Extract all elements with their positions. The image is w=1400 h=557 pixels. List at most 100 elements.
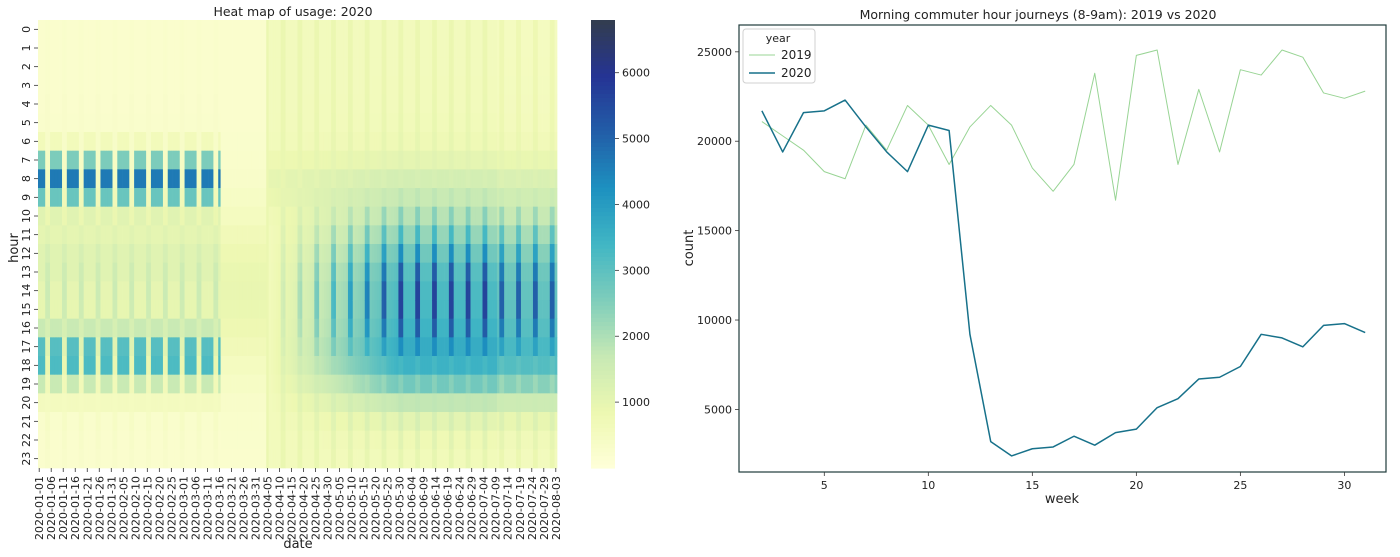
heatmap-cell xyxy=(144,207,147,226)
heatmap-cell xyxy=(125,132,128,151)
heatmap-cell xyxy=(334,393,337,412)
heatmap-cell xyxy=(314,95,317,114)
heatmap-cell xyxy=(495,225,498,244)
heatmap-cell xyxy=(434,263,437,282)
heatmap-cell xyxy=(406,449,409,468)
heatmap-cell xyxy=(144,393,147,412)
heatmap-cell xyxy=(67,356,70,375)
heatmap-cell xyxy=(408,188,411,207)
heatmap-cell xyxy=(507,393,510,412)
heatmap-cell xyxy=(103,263,106,282)
heatmap-cell xyxy=(370,281,373,300)
heatmap-cell xyxy=(105,319,108,338)
heatmap-cell xyxy=(158,263,161,282)
heatmap-cell xyxy=(112,169,115,188)
heatmap-cell xyxy=(408,337,411,356)
heatmap-cell xyxy=(257,76,260,95)
heatmap-cell xyxy=(76,225,79,244)
heatmap-cell xyxy=(483,76,486,95)
heatmap-cell xyxy=(521,39,524,58)
heatmap-cell xyxy=(466,263,469,282)
heatmap-cell xyxy=(430,207,433,226)
heatmap-cell xyxy=(281,188,284,207)
heatmap-cell xyxy=(396,319,399,338)
heatmap-cell xyxy=(326,151,329,170)
heatmap-cell xyxy=(189,449,192,468)
heatmap-cell xyxy=(273,20,276,39)
heatmap-cell xyxy=(206,225,209,244)
heatmap-cell xyxy=(329,169,332,188)
heatmap-cell xyxy=(120,431,123,450)
heatmap-cell xyxy=(50,393,53,412)
heatmap-cell xyxy=(216,337,219,356)
heatmap-cell xyxy=(110,132,113,151)
heatmap-cell xyxy=(108,375,111,394)
heatmap-cell xyxy=(76,337,79,356)
heatmap-cell xyxy=(408,151,411,170)
heatmap-cell xyxy=(331,151,334,170)
heatmap-cell xyxy=(163,151,166,170)
heatmap-cell xyxy=(127,337,130,356)
heatmap-cell xyxy=(117,20,120,39)
heatmap-cell xyxy=(218,39,221,58)
heatmap-cell xyxy=(269,244,272,263)
heatmap-cell xyxy=(230,337,233,356)
heatmap-cell xyxy=(350,20,353,39)
heatmap-cell xyxy=(55,95,58,114)
heatmap-cell xyxy=(422,57,425,76)
heatmap-cell xyxy=(149,412,152,431)
heatmap-cell xyxy=(485,39,488,58)
heatmap-cell xyxy=(492,95,495,114)
heatmap-cell xyxy=(165,188,168,207)
heatmap-cell xyxy=(329,281,332,300)
heatmap-cell xyxy=(490,393,493,412)
heatmap-cell xyxy=(295,132,298,151)
heatmap-cell xyxy=(276,225,279,244)
heatmap-cell xyxy=(499,431,502,450)
heatmap-cell xyxy=(473,319,476,338)
heatmap-cell xyxy=(322,319,325,338)
heatmap-cell xyxy=(519,412,522,431)
heatmap-cell xyxy=(237,169,240,188)
heatmap-cell xyxy=(93,356,96,375)
heatmap-cell xyxy=(151,39,154,58)
heatmap-cell xyxy=(406,244,409,263)
heatmap-cell xyxy=(134,76,137,95)
heatmap-cell xyxy=(458,20,461,39)
heatmap-cell xyxy=(261,225,264,244)
heatmap-cell xyxy=(526,393,529,412)
heatmap-cell xyxy=(319,263,322,282)
heatmap-cell xyxy=(281,281,284,300)
heatmap-cell xyxy=(490,113,493,132)
heatmap-cell xyxy=(112,188,115,207)
heatmap-cell xyxy=(360,356,363,375)
heatmap-cell xyxy=(365,449,368,468)
heatmap-cell xyxy=(370,319,373,338)
heatmap-cell xyxy=(302,95,305,114)
heatmap-cell xyxy=(379,169,382,188)
heatmap-cell xyxy=(386,188,389,207)
heatmap-cell xyxy=(269,356,272,375)
heatmap-cell xyxy=(415,151,418,170)
heatmap-cell xyxy=(242,356,245,375)
heatmap-cell xyxy=(406,20,409,39)
heatmap-cell xyxy=(394,207,397,226)
heatmap-cell xyxy=(281,132,284,151)
heatmap-cell xyxy=(285,188,288,207)
heatmap-cell xyxy=(410,412,413,431)
heatmap-cell xyxy=(511,207,514,226)
heatmap-cell xyxy=(314,151,317,170)
heatmap-cell xyxy=(96,356,99,375)
heatmap-cell xyxy=(290,132,293,151)
heatmap-cell xyxy=(372,151,375,170)
heatmap-cell xyxy=(69,393,72,412)
heatmap-cell xyxy=(391,95,394,114)
heatmap-cell xyxy=(247,337,250,356)
heatmap-cell xyxy=(225,412,228,431)
heatmap-cell xyxy=(514,151,517,170)
heatmap-cell xyxy=(52,431,55,450)
heatmap-cell xyxy=(535,319,538,338)
heatmap-cell xyxy=(230,356,233,375)
heatmap-cell xyxy=(139,95,142,114)
heatmap-cell xyxy=(194,281,197,300)
